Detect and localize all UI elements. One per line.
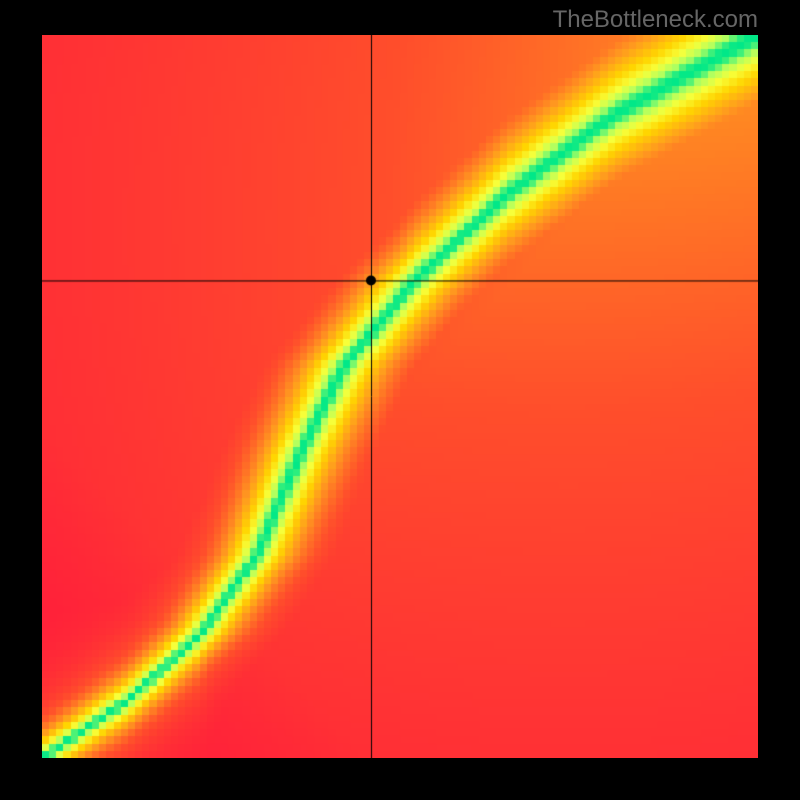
bottleneck-heatmap <box>42 35 758 758</box>
watermark-text: TheBottleneck.com <box>553 6 758 34</box>
chart-container: TheBottleneck.com <box>0 0 800 800</box>
